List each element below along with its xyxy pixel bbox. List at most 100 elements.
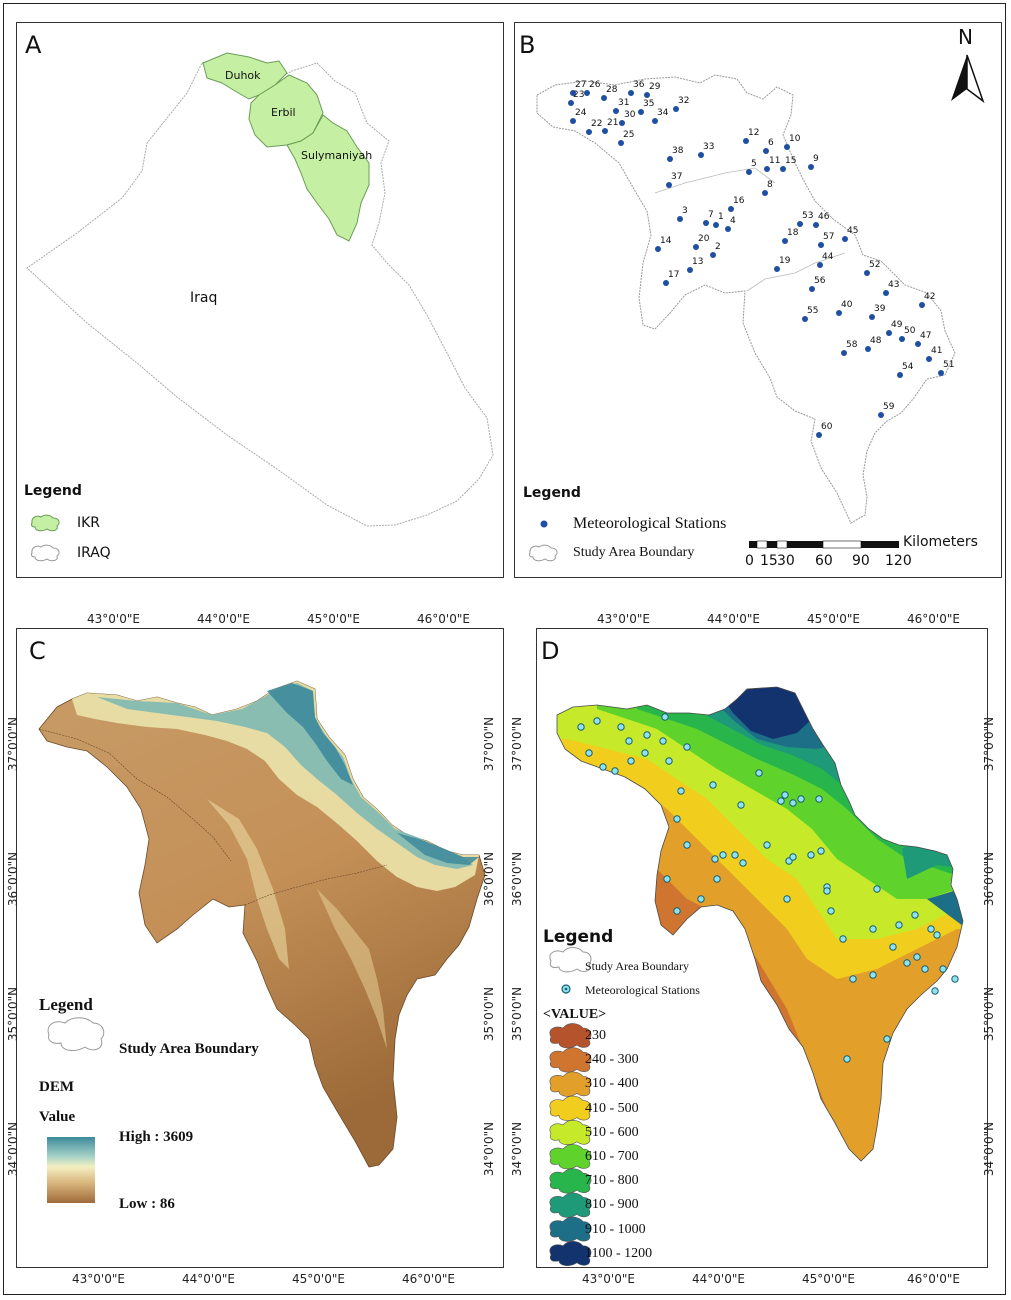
- d-lon-bot-2: 45°0'0"E: [802, 1272, 855, 1286]
- scale-label-120: 120: [885, 553, 912, 569]
- station-marker-d: [673, 907, 681, 915]
- d-lon-top-1: 44°0'0"E: [707, 612, 760, 626]
- station-label: 12: [748, 128, 760, 138]
- station-label: 57: [823, 232, 835, 242]
- c-lat-left-0: 37°0'0"N: [6, 716, 21, 772]
- station-marker-d: [683, 841, 691, 849]
- north-arrow-icon: [951, 54, 985, 104]
- station-point: [780, 166, 786, 172]
- legend-item-boundary: Study Area Boundary: [573, 545, 695, 560]
- legend-item-stations: Meteorological Stations: [573, 515, 727, 532]
- station-point: [841, 350, 847, 356]
- station-point: [638, 109, 644, 115]
- class-swatch-icon: [549, 1071, 592, 1097]
- station-point: [655, 246, 661, 252]
- class-label: 510 - 600: [585, 1124, 639, 1140]
- station-label: 18: [787, 228, 799, 238]
- dem-high-label: High : 3609: [119, 1129, 194, 1145]
- boundary-legend-icon-c: [47, 1017, 105, 1051]
- station-marker-d: [643, 731, 651, 739]
- c-lon-top-2: 45°0'0"E: [307, 612, 360, 626]
- station-point: [883, 290, 889, 296]
- north-label: N: [958, 25, 973, 49]
- station-label: 37: [671, 172, 683, 182]
- dem-title: DEM: [39, 1079, 74, 1095]
- station-marker-d: [711, 855, 719, 863]
- panel-a-label: A: [25, 31, 42, 59]
- station-point: [782, 238, 788, 244]
- study-area-boundary-b: [536, 74, 956, 524]
- station-point: [584, 90, 590, 96]
- station-label: 16: [733, 196, 745, 206]
- station-marker-d: [577, 723, 585, 731]
- legend-item-boundary-d: Study Area Boundary: [585, 959, 689, 973]
- station-label: 31: [618, 98, 630, 108]
- station-label: 51: [943, 360, 955, 370]
- station-marker-d: [641, 749, 649, 757]
- stations-layer-d: [577, 713, 959, 1063]
- station-marker-d: [789, 799, 797, 807]
- station-point: [919, 302, 925, 308]
- c-lon-bot-3: 46°0'0"E: [402, 1272, 455, 1286]
- class-label: 410 - 500: [585, 1100, 639, 1116]
- station-point: [865, 346, 871, 352]
- boundary-legend-icon-d: [549, 947, 592, 973]
- scale-label-90: 90: [852, 553, 870, 569]
- station-marker-d: [873, 885, 881, 893]
- station-marker-d: [663, 875, 671, 883]
- station-label: 42: [924, 292, 936, 302]
- class-label: 310 - 400: [585, 1076, 639, 1092]
- station-marker-d: [869, 971, 877, 979]
- station-label: 21: [607, 118, 619, 128]
- station-point: [728, 206, 734, 212]
- d-lon-bot-0: 43°0'0"E: [582, 1272, 635, 1286]
- station-point: [673, 106, 679, 112]
- station-point: [601, 95, 607, 101]
- station-point: [698, 152, 704, 158]
- station-marker-d: [683, 743, 691, 751]
- c-lat-right-2: 35°0'0"N: [482, 986, 497, 1042]
- station-label: 19: [779, 256, 791, 266]
- station-label: 58: [846, 340, 858, 350]
- station-label: 30: [624, 110, 636, 120]
- class-swatch-icon: [549, 1023, 592, 1049]
- station-marker-d: [939, 965, 947, 973]
- legend-item-stations-d: Meteorological Stations: [585, 983, 700, 997]
- class-swatch-icon: [549, 1144, 592, 1170]
- station-marker-d: [627, 757, 635, 765]
- scale-label-30: 30: [777, 553, 795, 569]
- region-sulymaniyah: [286, 114, 370, 242]
- station-point: [663, 280, 669, 286]
- station-point: [817, 262, 823, 268]
- station-point: [808, 164, 814, 170]
- station-map: [536, 54, 985, 549]
- station-point: [570, 90, 576, 96]
- station-point: [613, 108, 619, 114]
- station-label: 20: [698, 234, 710, 244]
- station-marker-d: [883, 1035, 891, 1043]
- station-label: 40: [841, 300, 853, 310]
- legend-item-iraq: IRAQ: [77, 545, 111, 561]
- station-point: [762, 190, 768, 196]
- station-point: [784, 144, 790, 150]
- station-marker-d: [827, 907, 835, 915]
- station-marker-d: [869, 925, 877, 933]
- station-marker-d: [817, 847, 825, 855]
- station-label: 10: [789, 134, 801, 144]
- c-lon-top-3: 46°0'0"E: [417, 612, 470, 626]
- region-label-duhok: Duhok: [225, 69, 261, 82]
- dem-ramp: [47, 1137, 95, 1203]
- class-swatch-icon: [549, 1095, 592, 1121]
- station-label: 45: [847, 226, 859, 236]
- station-label: 29: [649, 82, 661, 92]
- class-label: 710 - 800: [585, 1173, 639, 1189]
- station-point: [652, 118, 658, 124]
- figure-frame: [3, 3, 1006, 1295]
- panel-c-label: C: [29, 637, 46, 665]
- station-marker-d: [933, 931, 941, 939]
- station-label: 35: [643, 99, 655, 109]
- station-marker-d: [731, 851, 739, 859]
- station-marker-d: [709, 781, 717, 789]
- panel-b-legend-title: Legend: [523, 485, 581, 501]
- station-marker-d: [807, 851, 815, 859]
